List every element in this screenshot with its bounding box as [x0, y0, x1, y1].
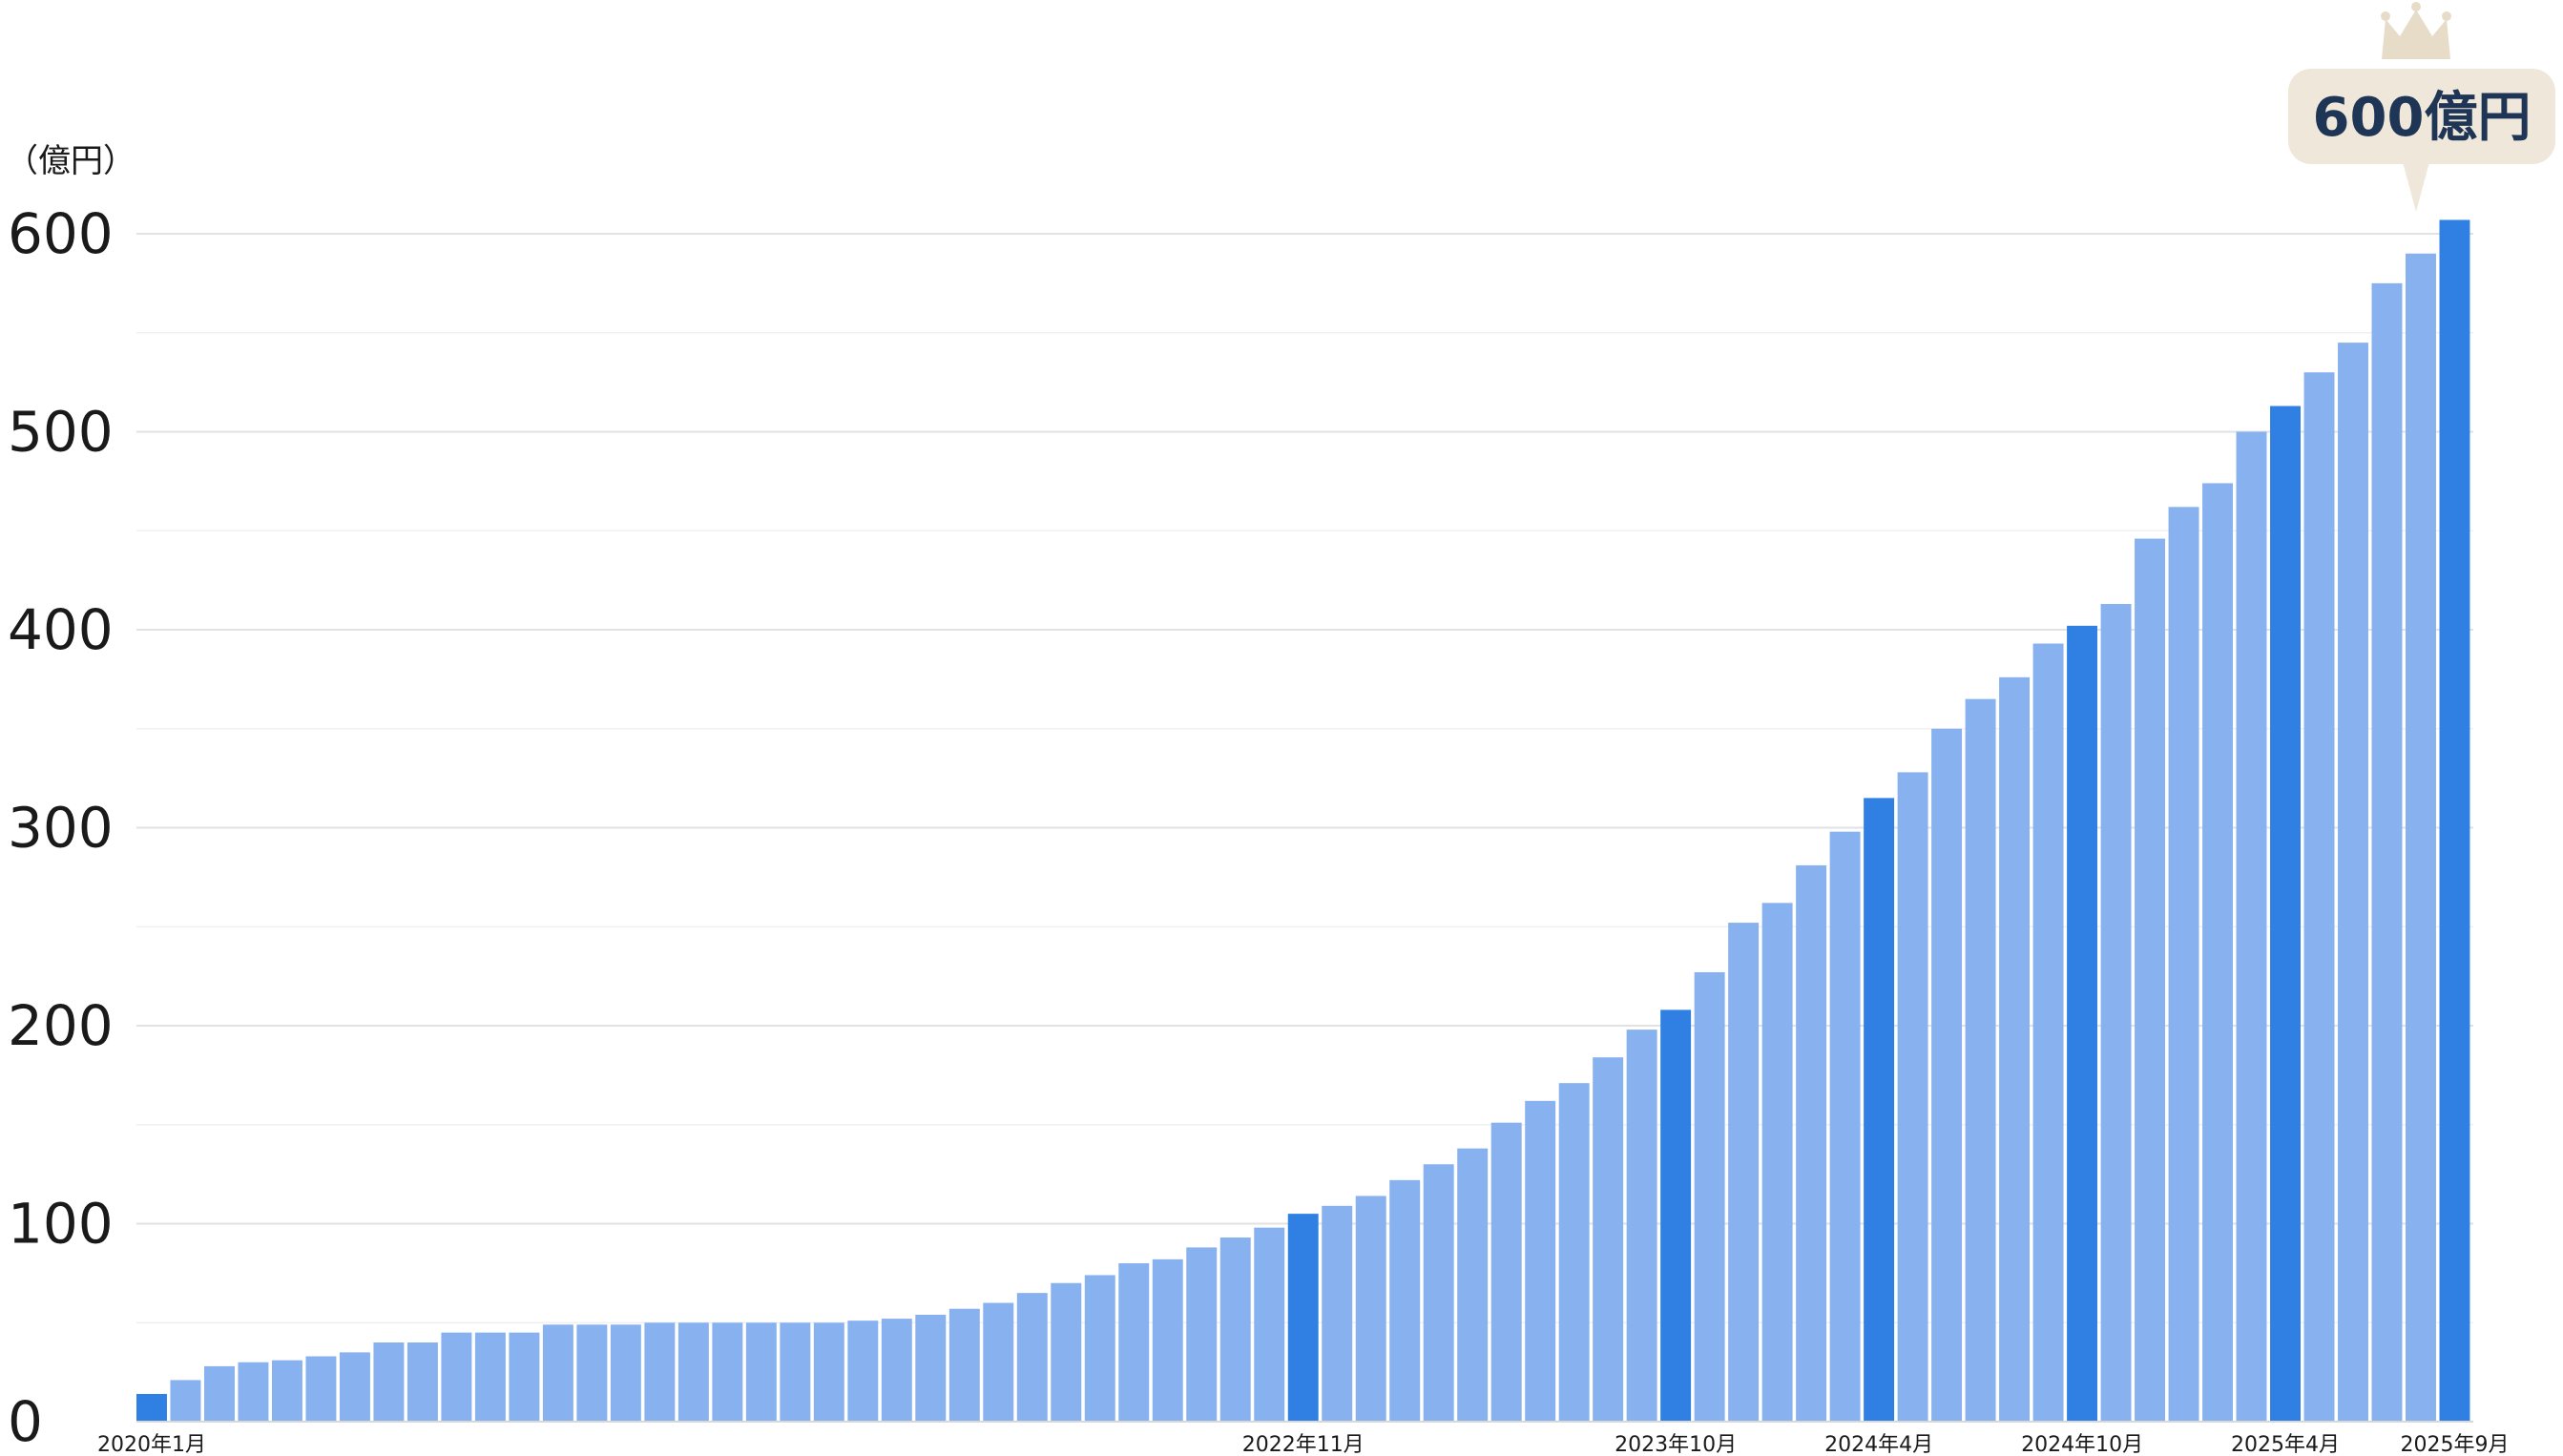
bar: [2371, 282, 2403, 1423]
bar: [2406, 253, 2436, 1422]
y-tick-label: 300: [8, 796, 114, 861]
bar: [915, 1314, 947, 1422]
bar: [2100, 604, 2132, 1422]
bar: [1694, 971, 1725, 1422]
bar-highlighted: [2439, 219, 2470, 1423]
bar: [2303, 372, 2335, 1422]
x-tick-label: 2023年10月: [1615, 1433, 1737, 1456]
x-tick-label: 2024年10月: [2021, 1433, 2143, 1456]
x-tick-label: 2020年1月: [97, 1433, 206, 1456]
x-tick-label: 2022年11月: [1242, 1433, 1365, 1456]
bar: [2338, 343, 2368, 1423]
bar: [1423, 1164, 1454, 1422]
bar: [2202, 483, 2233, 1422]
bar: [745, 1322, 777, 1422]
bar: [813, 1322, 844, 1422]
y-axis-unit: （億円）: [6, 142, 135, 180]
bar: [1219, 1238, 1251, 1422]
bar: [644, 1322, 676, 1422]
bar: [1016, 1293, 1048, 1423]
callout-label: 600億円: [2313, 87, 2532, 149]
bar: [238, 1362, 269, 1422]
crown-icon-jewel-right: [2442, 11, 2451, 21]
bar: [847, 1321, 879, 1422]
bar: [1322, 1205, 1353, 1422]
bar-highlighted: [1660, 1009, 1692, 1422]
bar: [1931, 728, 1963, 1422]
y-tick-label: 100: [8, 1192, 114, 1257]
y-axis: 0 100 200 300 400 500 600: [8, 201, 114, 1454]
peak-callout: 600億円: [2288, 2, 2555, 212]
bar: [1051, 1282, 1082, 1422]
callout-pointer: [2403, 162, 2429, 212]
bar: [712, 1322, 743, 1422]
bar: [305, 1356, 337, 1422]
y-tick-label: 500: [8, 400, 114, 465]
x-axis: 2020年1月 2022年11月 2023年10月 2024年4月 2024年10月 20…: [97, 1433, 2510, 1456]
bar: [1457, 1148, 1489, 1422]
bar: [677, 1322, 709, 1422]
bar: [610, 1324, 641, 1422]
bar: [1796, 864, 1827, 1422]
bar: [1254, 1227, 1285, 1422]
bar: [1355, 1196, 1386, 1422]
bars: [136, 219, 2473, 1423]
bar: [1965, 698, 1996, 1422]
bar: [1389, 1179, 1421, 1422]
x-tick-label: 2025年4月: [2231, 1433, 2340, 1456]
bar: [1525, 1100, 1556, 1422]
bar-highlighted: [136, 1393, 167, 1422]
bar: [780, 1322, 811, 1422]
bar: [1186, 1247, 1218, 1422]
bar: [542, 1324, 573, 1422]
bar: [441, 1332, 472, 1423]
bar-highlighted: [2067, 625, 2098, 1422]
bar: [406, 1342, 438, 1422]
bar: [1728, 923, 1760, 1422]
bar: [170, 1380, 201, 1422]
crown-icon-jewel-center: [2411, 2, 2421, 11]
bar: [203, 1365, 235, 1422]
bar: [474, 1332, 506, 1423]
bar-highlighted: [1287, 1214, 1319, 1423]
bar: [1152, 1258, 1183, 1422]
bar: [1897, 772, 1928, 1422]
bar-highlighted: [1864, 798, 1895, 1423]
gridlines: [136, 233, 2473, 1323]
bar: [983, 1302, 1014, 1422]
x-tick-label: 2025年9月: [2401, 1433, 2510, 1456]
bar: [2236, 431, 2267, 1422]
bar: [1626, 1030, 1657, 1422]
bar: [948, 1308, 980, 1422]
bar: [576, 1324, 608, 1422]
bar: [2168, 507, 2199, 1422]
bar: [1084, 1275, 1115, 1422]
bar: [1490, 1122, 1522, 1422]
y-tick-label: 200: [8, 993, 114, 1058]
bar-highlighted: [2270, 406, 2301, 1422]
bar: [881, 1319, 912, 1422]
bar: [271, 1360, 302, 1422]
bar: [339, 1352, 370, 1423]
bar: [509, 1332, 540, 1423]
x-tick-label: 2024年4月: [1824, 1433, 1933, 1456]
crown-icon-jewel-left: [2381, 11, 2390, 21]
bar: [373, 1342, 405, 1422]
bar: [2135, 538, 2166, 1422]
y-tick-label: 0: [8, 1389, 43, 1454]
callout-box: [2288, 69, 2555, 164]
bar: [1761, 903, 1793, 1422]
y-tick-label: 400: [8, 597, 114, 662]
bar: [1118, 1263, 1150, 1422]
y-tick-label: 600: [8, 201, 114, 266]
bar: [2032, 643, 2064, 1422]
bar: [1593, 1057, 1624, 1422]
bar: [1829, 831, 1861, 1422]
crown-icon: [2382, 10, 2450, 59]
bar: [1999, 676, 2031, 1422]
bar: [1558, 1083, 1590, 1422]
